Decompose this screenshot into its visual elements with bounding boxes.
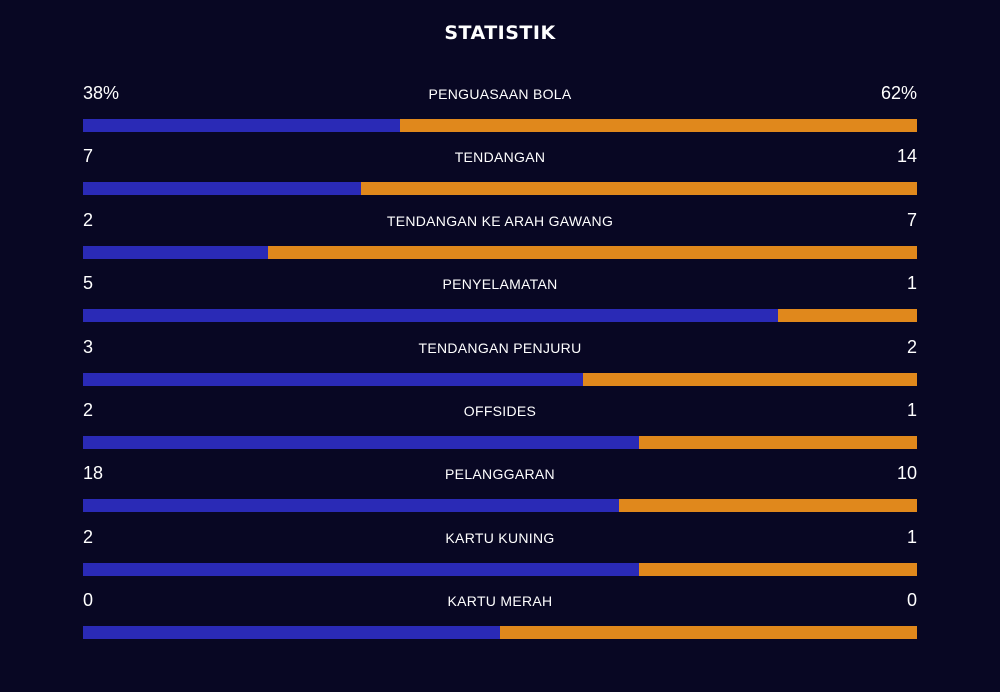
stat-label: KARTU KUNING [445, 529, 555, 546]
stat-bar [83, 245, 917, 259]
away-bar-segment [399, 119, 917, 132]
home-bar-segment [83, 182, 361, 196]
home-bar-segment [83, 499, 620, 513]
stat-bar [83, 309, 917, 323]
stat-row-red-cards: 0 KARTU MERAH 0 [83, 589, 917, 652]
away-value: 2 [906, 336, 917, 357]
stat-bar [83, 562, 917, 576]
stat-bar [83, 182, 917, 196]
home-bar-segment [83, 119, 400, 132]
away-value: 1 [906, 399, 917, 420]
away-bar-segment [360, 182, 917, 196]
stat-label: OFFSIDES [463, 402, 537, 419]
home-value: 2 [83, 209, 94, 230]
away-value: 14 [896, 146, 917, 167]
stat-label: TENDANGAN PENJURU [418, 339, 582, 356]
away-value: 62% [880, 83, 917, 103]
away-value: 1 [906, 526, 917, 547]
home-value: 5 [83, 273, 94, 294]
stat-row-shots-on-target: 2 TENDANGAN KE ARAH GAWANG 7 [83, 209, 917, 272]
home-bar-segment [83, 245, 269, 259]
stat-row-fouls: 18 PELANGGARAN 10 [83, 462, 917, 525]
home-bar-segment [83, 626, 500, 640]
home-value: 18 [83, 463, 104, 484]
stat-bar [83, 435, 917, 449]
home-bar-segment [83, 309, 778, 323]
page-title: STATISTIK [444, 22, 556, 44]
home-value: 7 [83, 146, 94, 167]
stat-label: TENDANGAN KE ARAH GAWANG [386, 212, 614, 229]
stat-bar [83, 119, 917, 132]
away-bar-segment [777, 309, 917, 323]
stat-row-yellow-cards: 2 KARTU KUNING 1 [83, 526, 917, 589]
home-bar-segment [83, 435, 640, 449]
stat-row-possession: 38% PENGUASAAN BOLA 62% [83, 82, 917, 145]
home-value: 2 [83, 399, 94, 420]
away-bar-segment [639, 435, 917, 449]
away-value: 0 [906, 590, 917, 611]
home-value: 38% [83, 83, 120, 103]
stat-row-corners: 3 TENDANGAN PENJURU 2 [83, 336, 917, 399]
away-bar-segment [268, 245, 917, 259]
stat-label: PENYELAMATAN [442, 276, 558, 293]
away-bar-segment [500, 626, 917, 640]
stats-list: 38% PENGUASAAN BOLA 62% 7 TENDANGAN 14 2… [83, 82, 917, 653]
home-value: 3 [83, 336, 94, 357]
away-value: 1 [906, 273, 917, 294]
stat-label: TENDANGAN [454, 149, 546, 166]
stat-row-offsides: 2 OFFSIDES 1 [83, 399, 917, 462]
stat-bar [83, 372, 917, 386]
stat-label: KARTU MERAH [447, 593, 553, 610]
away-value: 10 [896, 463, 917, 484]
away-value: 7 [906, 209, 917, 230]
home-value: 2 [83, 526, 94, 547]
stat-label: PENGUASAAN BOLA [428, 86, 572, 102]
stat-bar [83, 499, 917, 513]
away-bar-segment [639, 562, 917, 576]
stat-row-saves: 5 PENYELAMATAN 1 [83, 272, 917, 335]
stat-label: PELANGGARAN [445, 466, 555, 483]
stat-bar [83, 626, 917, 640]
away-bar-segment [619, 499, 917, 513]
home-bar-segment [83, 562, 640, 576]
stat-row-shots: 7 TENDANGAN 14 [83, 145, 917, 208]
home-bar-segment [83, 372, 584, 386]
away-bar-segment [583, 372, 917, 386]
home-value: 0 [83, 590, 94, 611]
